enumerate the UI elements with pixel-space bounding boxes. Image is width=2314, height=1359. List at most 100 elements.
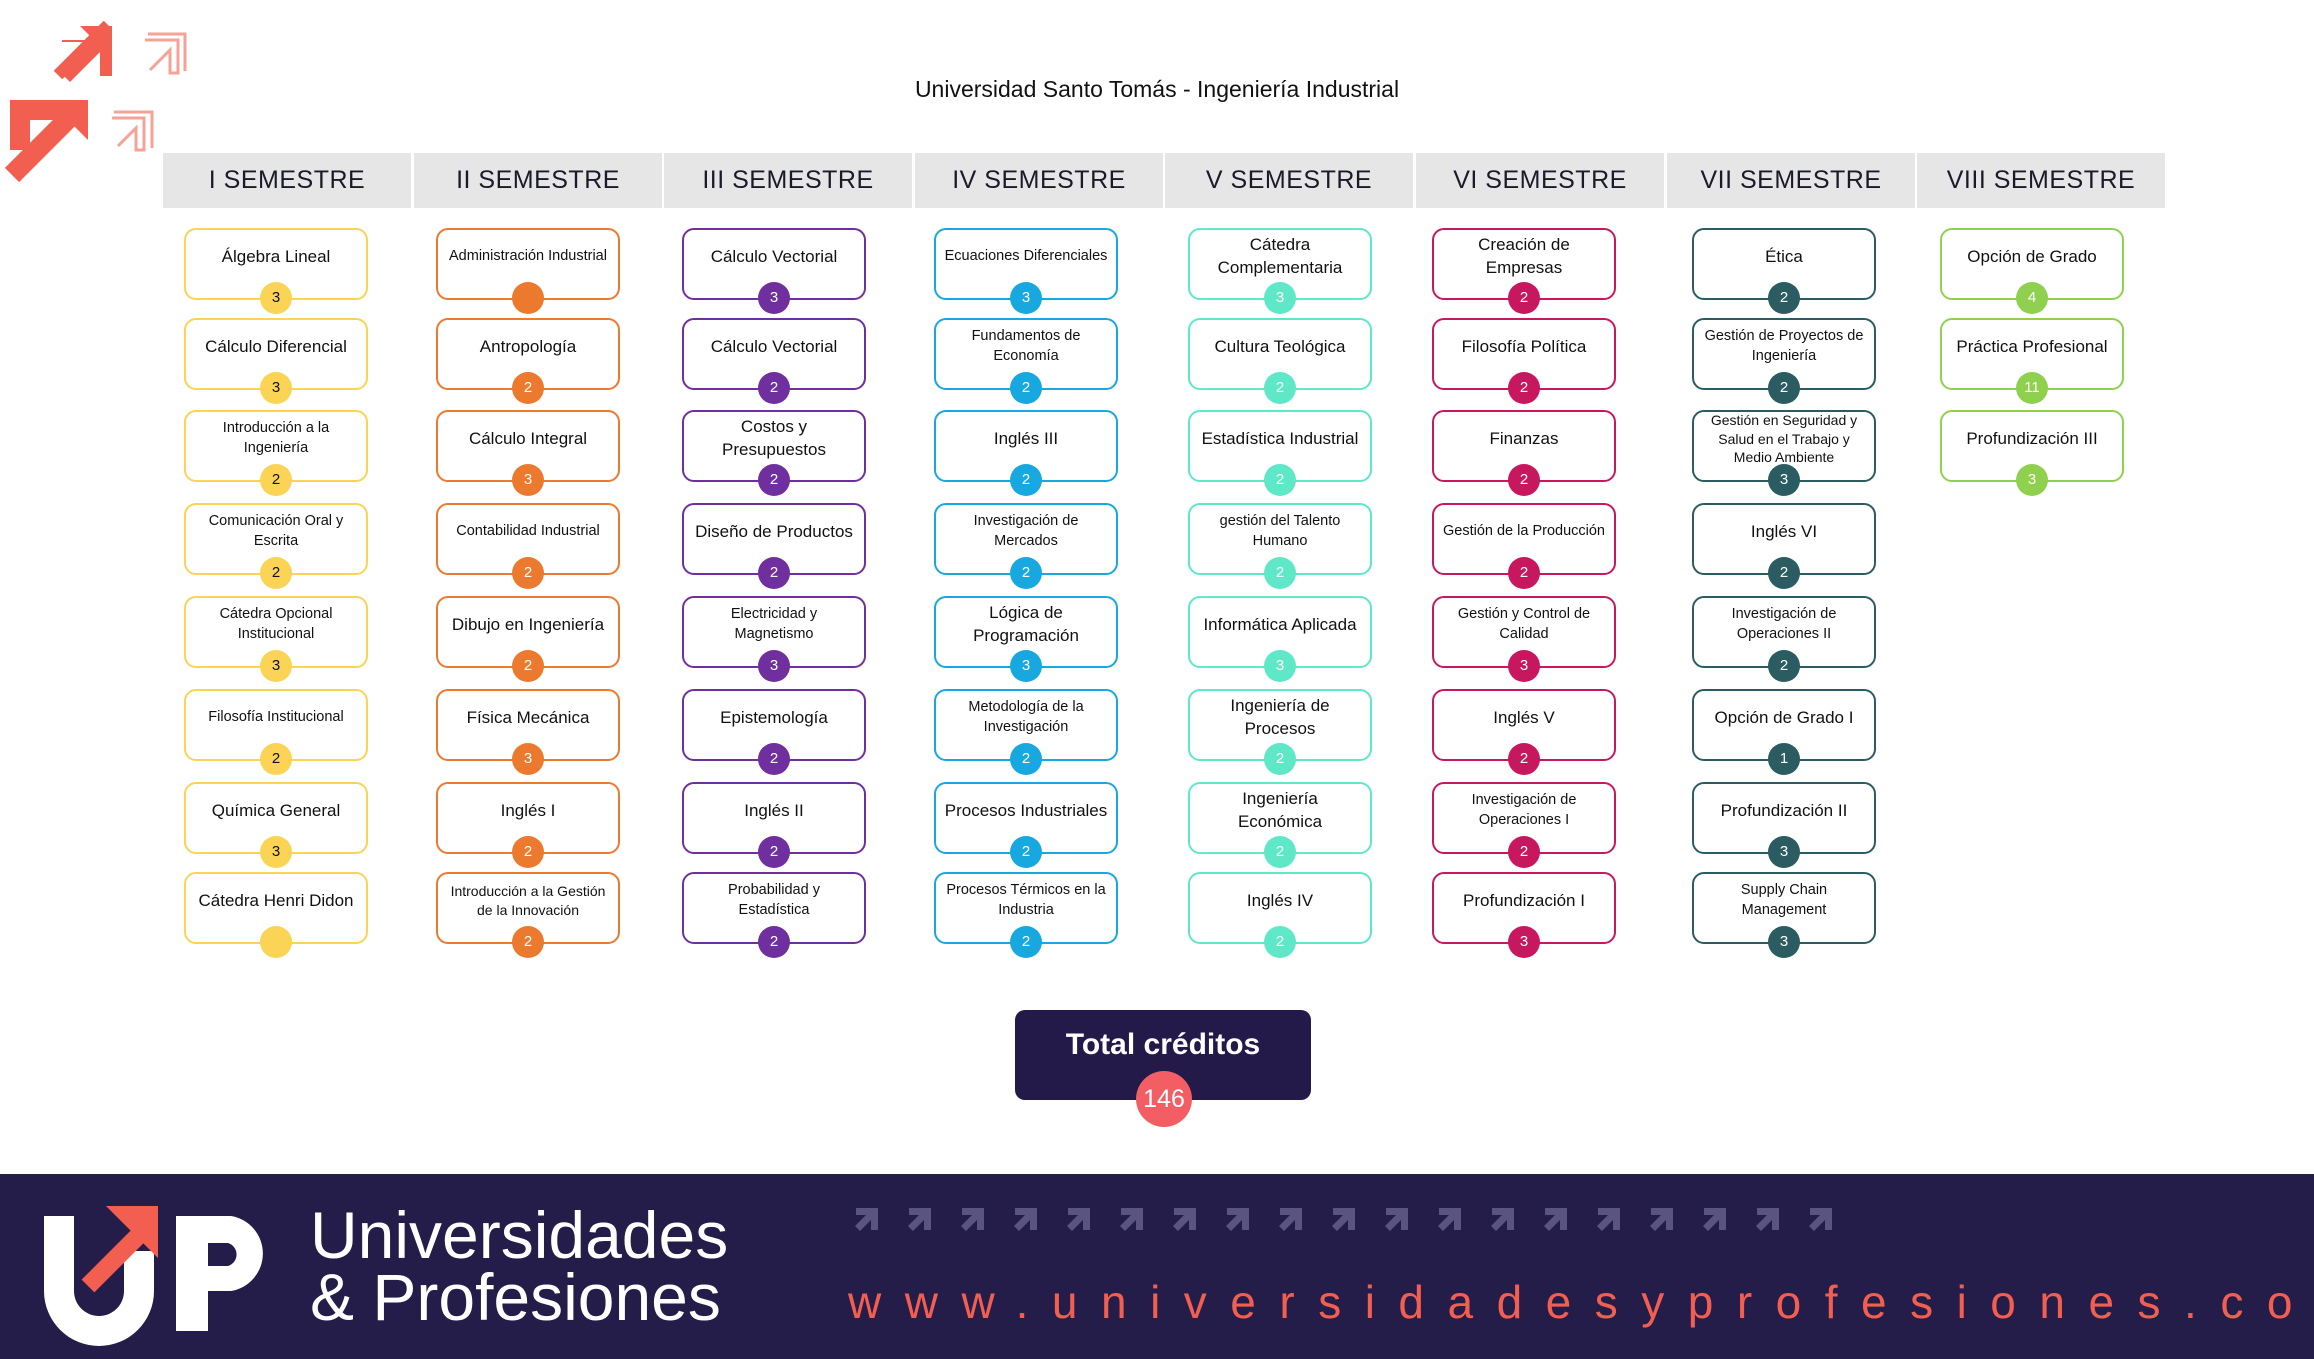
course-name: Gestión y Control de Calidad bbox=[1457, 606, 1591, 642]
course-name: Opción de Grado bbox=[1967, 246, 2097, 266]
course-card: Lógica de Programación 3 bbox=[934, 596, 1118, 682]
course-name: Epistemología bbox=[720, 707, 828, 727]
course-name: Ecuaciones Diferenciales bbox=[944, 248, 1108, 265]
course-card: Gestión y Control de Calidad 3 bbox=[1432, 596, 1616, 682]
footer-arrow bbox=[1226, 1208, 1249, 1231]
footer-arrow bbox=[1438, 1208, 1461, 1231]
credit-badge: 2 bbox=[1010, 836, 1042, 868]
course-card: Profundización I 3 bbox=[1432, 872, 1616, 958]
course-card: Profundización III 3 bbox=[1940, 410, 2124, 496]
footer-arrow bbox=[1067, 1208, 1090, 1231]
course-name: Ingeniería Económica bbox=[1237, 789, 1323, 831]
course-card: Epistemología 2 bbox=[682, 689, 866, 775]
course-name: Metodología de la Investigación bbox=[968, 699, 1084, 735]
website-url[interactable]: www.universidadesyprofesiones.com bbox=[848, 1276, 2314, 1328]
credit-badge: 2 bbox=[1768, 557, 1800, 589]
credit-badge: 2 bbox=[512, 557, 544, 589]
course-name: Gestión en Seguridad y Salud en el Traba… bbox=[1710, 411, 1858, 466]
course-card: Supply Chain Management 3 bbox=[1692, 872, 1876, 958]
course-card: Cultura Teológica 2 bbox=[1188, 318, 1372, 404]
course-card: Investigación de Mercados 2 bbox=[934, 503, 1118, 589]
course-card: Cátedra Opcional Institucional 3 bbox=[184, 596, 368, 682]
course-card: Gestión de la Producción 2 bbox=[1432, 503, 1616, 589]
course-card: Ética 2 bbox=[1692, 228, 1876, 314]
course-card: Comunicación Oral y Escrita 2 bbox=[184, 503, 368, 589]
course-name: Inglés III bbox=[993, 428, 1059, 448]
semester-header-4: IV SEMESTRE bbox=[915, 153, 1163, 208]
credit-badge: 3 bbox=[1768, 926, 1800, 958]
course-card: Administración Industrial bbox=[436, 228, 620, 314]
course-card: Física Mecánica 3 bbox=[436, 689, 620, 775]
credit-badge: 3 bbox=[1768, 836, 1800, 868]
credit-badge: 2 bbox=[1010, 464, 1042, 496]
credit-badge: 2 bbox=[1768, 372, 1800, 404]
course-name: Contabilidad Industrial bbox=[456, 523, 600, 540]
credit-badge: 2 bbox=[1768, 282, 1800, 314]
course-name: Finanzas bbox=[1489, 428, 1559, 448]
credit-badge: 2 bbox=[260, 557, 292, 589]
credit-badge: 3 bbox=[1264, 650, 1296, 682]
course-name: Supply Chain Management bbox=[1740, 882, 1828, 918]
course-card: Electricidad y Magnetismo 3 bbox=[682, 596, 866, 682]
credit-badge: 3 bbox=[1508, 926, 1540, 958]
credit-badge: 2 bbox=[512, 372, 544, 404]
course-card: Cátedra Complementaria 3 bbox=[1188, 228, 1372, 314]
course-card: Diseño de Productos 2 bbox=[682, 503, 866, 589]
course-card: Práctica Profesional 11 bbox=[1940, 318, 2124, 404]
credit-badge: 11 bbox=[2016, 372, 2048, 404]
course-card: Cátedra Henri Didon bbox=[184, 872, 368, 958]
course-card: Inglés V 2 bbox=[1432, 689, 1616, 775]
credit-badge: 2 bbox=[260, 743, 292, 775]
arrow-pattern-icon bbox=[855, 1208, 1832, 1231]
footer-arrow bbox=[1120, 1208, 1143, 1231]
credit-badge: 3 bbox=[260, 282, 292, 314]
course-card: Gestión de Proyectos de Ingeniería 2 bbox=[1692, 318, 1876, 404]
credit-badge: 2 bbox=[1264, 926, 1296, 958]
credit-badge: 2 bbox=[1010, 926, 1042, 958]
course-name: Filosofía Política bbox=[1461, 336, 1587, 356]
footer-arrow bbox=[1703, 1208, 1726, 1231]
course-name: Dibujo en Ingeniería bbox=[451, 614, 605, 634]
course-name: Gestión de la Producción bbox=[1442, 523, 1605, 540]
course-name: Profundización II bbox=[1720, 800, 1848, 820]
credit-badge: 3 bbox=[2016, 464, 2048, 496]
credit-badge: 2 bbox=[758, 372, 790, 404]
course-name: Probabilidad y Estadística bbox=[728, 882, 820, 918]
course-name: Física Mecánica bbox=[466, 707, 590, 727]
course-name: Introducción a la Gestión de la Innovaci… bbox=[450, 883, 606, 918]
credit-badge: 2 bbox=[1508, 464, 1540, 496]
course-card: Filosofía Política 2 bbox=[1432, 318, 1616, 404]
credit-badge: 2 bbox=[512, 650, 544, 682]
course-card: Álgebra Lineal 3 bbox=[184, 228, 368, 314]
credit-badge: 2 bbox=[758, 926, 790, 958]
arrows-logo-icon bbox=[4, 20, 187, 183]
credit-badge: 2 bbox=[1508, 743, 1540, 775]
course-card: gestión del Talento Humano 2 bbox=[1188, 503, 1372, 589]
course-card: Cálculo Diferencial 3 bbox=[184, 318, 368, 404]
course-card: Costos y Presupuestos 2 bbox=[682, 410, 866, 496]
credit-badge: 3 bbox=[512, 743, 544, 775]
credit-badge: 3 bbox=[758, 650, 790, 682]
course-card: Informática Aplicada 3 bbox=[1188, 596, 1372, 682]
credit-badge: 2 bbox=[758, 743, 790, 775]
course-card: Procesos Industriales 2 bbox=[934, 782, 1118, 868]
footer-arrow bbox=[1491, 1208, 1514, 1231]
credit-badge: 2 bbox=[1264, 557, 1296, 589]
course-card: Creación de Empresas 2 bbox=[1432, 228, 1616, 314]
course-card: Investigación de Operaciones II 2 bbox=[1692, 596, 1876, 682]
credit-badge bbox=[260, 926, 292, 958]
course-card: Finanzas 2 bbox=[1432, 410, 1616, 496]
footer-arrow bbox=[1173, 1208, 1196, 1231]
semester-header-2: II SEMESTRE bbox=[414, 153, 662, 208]
course-name: Cálculo Integral bbox=[468, 428, 588, 448]
course-card: Inglés IV 2 bbox=[1188, 872, 1372, 958]
course-card: Ingeniería Económica 2 bbox=[1188, 782, 1372, 868]
course-name: Práctica Profesional bbox=[1956, 336, 2108, 356]
course-name: Creación de Empresas bbox=[1478, 235, 1570, 277]
page-title: Universidad Santo Tomás - Ingeniería Ind… bbox=[914, 76, 1400, 102]
credit-badge: 2 bbox=[260, 464, 292, 496]
course-name: Diseño de Productos bbox=[695, 521, 853, 541]
credit-badge: 2 bbox=[758, 464, 790, 496]
course-name: Lógica de Programación bbox=[973, 603, 1079, 645]
footer-arrow bbox=[1014, 1208, 1037, 1231]
